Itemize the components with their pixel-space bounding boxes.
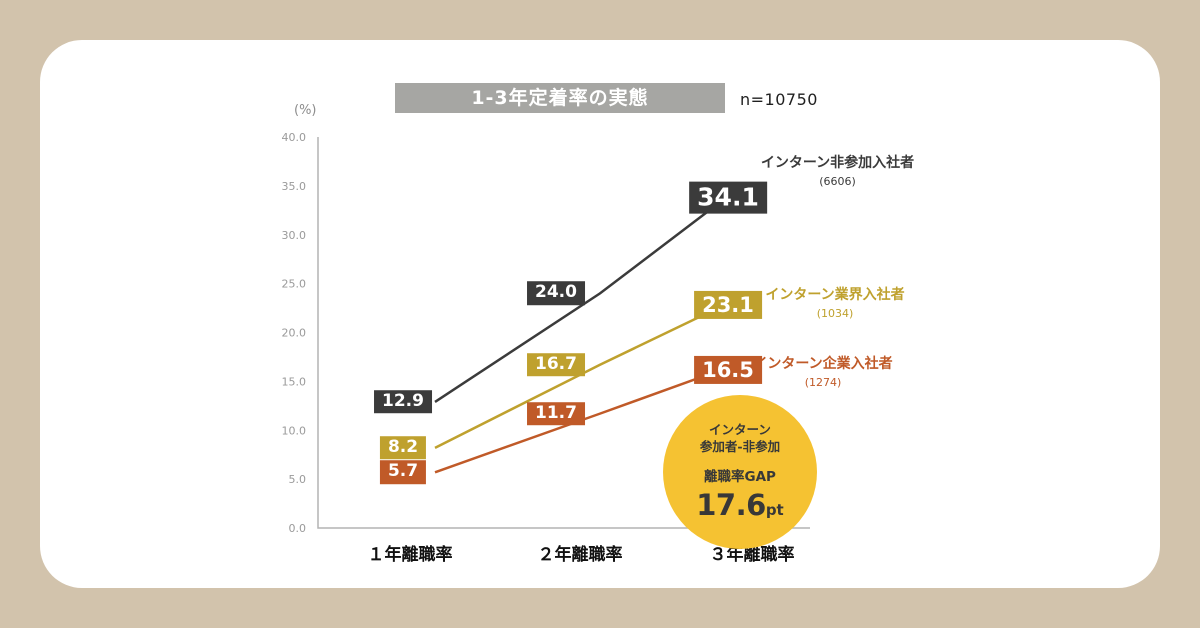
data-point-label: 12.9 bbox=[374, 390, 432, 414]
legend-non-participant: インターン非参加入社者 (6606) bbox=[730, 152, 945, 188]
data-point-label: 16.5 bbox=[694, 355, 762, 384]
legend-count: (1274) bbox=[804, 376, 842, 389]
legend-company-intern: インターン企業入社者 (1274) bbox=[728, 353, 918, 389]
y-tick-label: 40.0 bbox=[282, 131, 307, 144]
gap-annotation-value: 17.6pt bbox=[696, 487, 784, 522]
legend-label: インターン業界入社者 bbox=[765, 287, 905, 303]
gap-annotation-line2: 参加者-非参加 bbox=[699, 439, 781, 454]
chart-canvas: 0.0 5.0 10.0 15.0 20.0 25.0 30.0 35.0 40.0 bbox=[282, 131, 810, 535]
legend-industry-intern: インターン業界入社者 (1034) bbox=[740, 284, 930, 320]
y-tick-label: 35.0 bbox=[282, 180, 307, 193]
series-line-2 bbox=[434, 365, 731, 474]
sample-size-label: n=10750 bbox=[740, 90, 818, 109]
data-point-label: 16.7 bbox=[527, 352, 585, 377]
chart-card: 1-3年定着率の実態 n=10750 (%) 0.0 5.0 10.0 15.0 20.… bbox=[40, 40, 1160, 588]
legend-label: インターン非参加入社者 bbox=[760, 155, 915, 171]
legend-count: (1034) bbox=[816, 307, 854, 320]
gap-annotation-label: 離職率GAP bbox=[704, 468, 776, 485]
data-point-label: 8.2 bbox=[379, 436, 427, 460]
y-tick-label: 20.0 bbox=[282, 327, 307, 340]
y-tick-label: 10.0 bbox=[282, 424, 307, 437]
legend-count: (6606) bbox=[819, 175, 856, 188]
y-tick-label: 25.0 bbox=[282, 278, 307, 291]
y-tick-label: 30.0 bbox=[282, 229, 307, 242]
y-tick-label: 5.0 bbox=[289, 473, 307, 486]
x-axis-label-year2: ２年離職率 bbox=[537, 545, 623, 565]
axis-lines bbox=[317, 137, 810, 529]
data-point-label: 23.1 bbox=[694, 291, 762, 320]
x-axis-label-year3: ３年離職率 bbox=[709, 545, 795, 565]
legend-label: インターン企業入社者 bbox=[753, 356, 893, 372]
y-axis-unit-label: (%) bbox=[294, 103, 317, 118]
series-line-0 bbox=[434, 193, 731, 403]
chart-title: 1-3年定着率の実態 bbox=[395, 83, 725, 113]
data-point-label: 11.7 bbox=[527, 401, 585, 426]
x-axis-label-year1: １年離職率 bbox=[367, 545, 453, 565]
y-tick-label: 15.0 bbox=[282, 375, 307, 388]
y-tick-label: 0.0 bbox=[289, 522, 307, 535]
series-line-1 bbox=[434, 301, 731, 449]
data-point-label: 34.1 bbox=[689, 181, 767, 215]
data-point-label: 5.7 bbox=[379, 460, 427, 485]
data-point-label: 24.0 bbox=[527, 281, 585, 306]
gap-annotation-line1: インターン bbox=[709, 422, 771, 438]
gap-annotation-circle: インターン 参加者-非参加 離職率GAP 17.6pt bbox=[663, 395, 817, 549]
